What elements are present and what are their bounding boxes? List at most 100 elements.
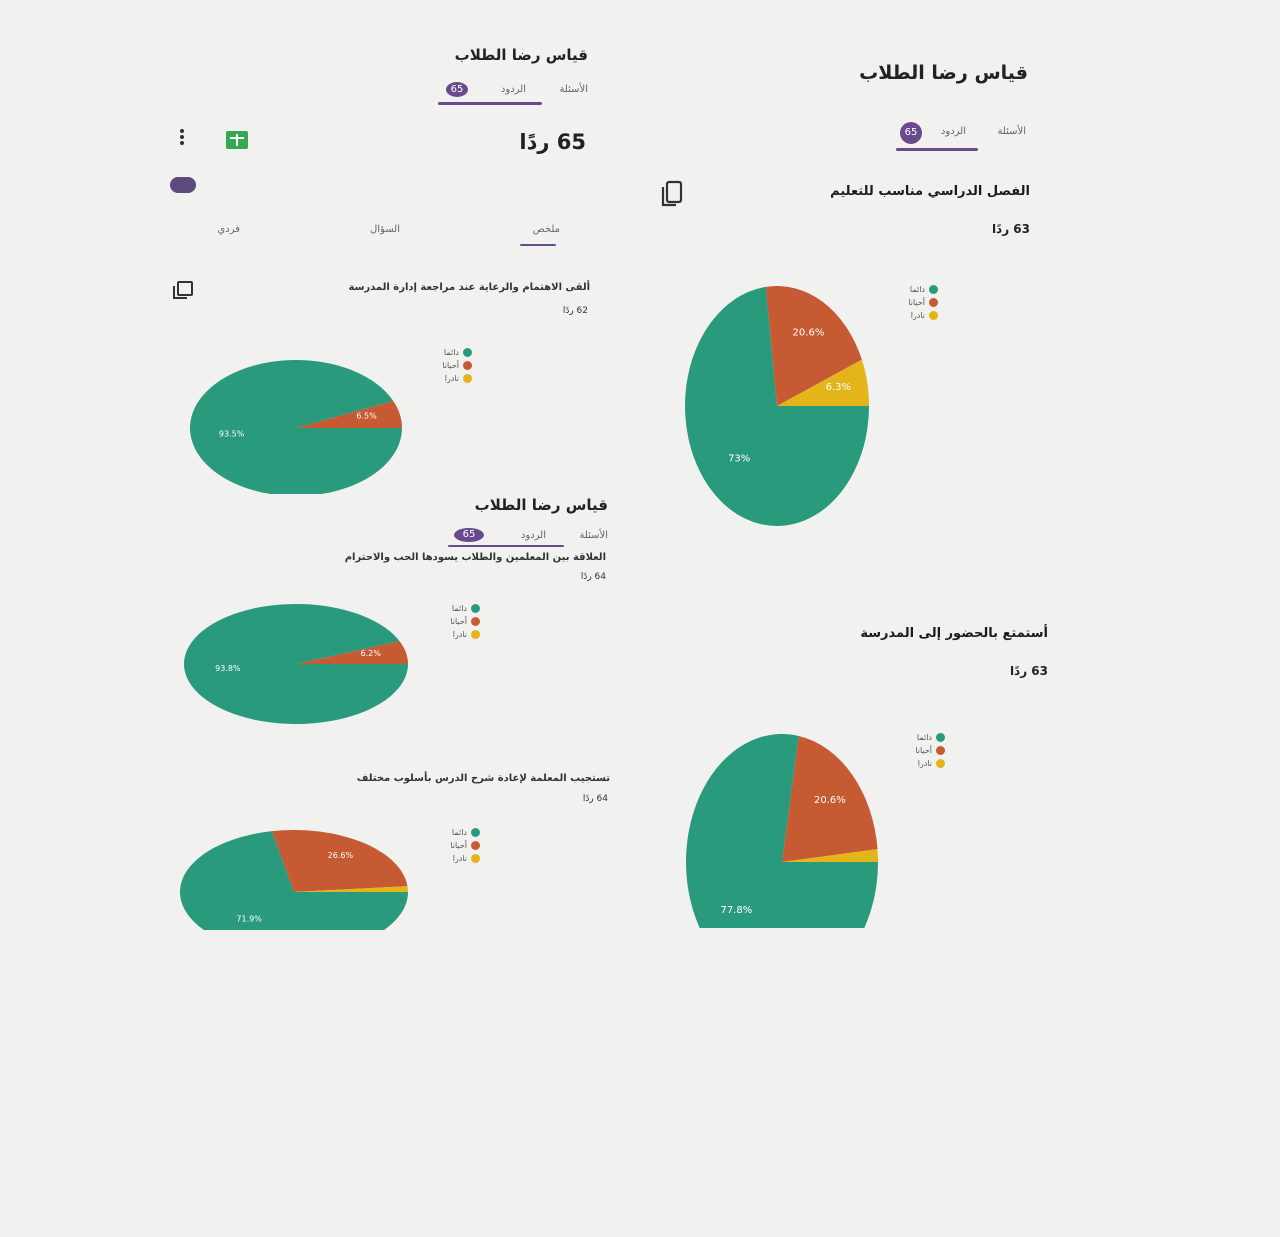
legend-swatch	[471, 841, 480, 850]
pie-slice-دائما	[190, 360, 402, 494]
legend-swatch	[936, 746, 945, 755]
question-title: العلاقة بين المعلمين والطلاب يسودها الحب…	[344, 552, 606, 563]
slice-value-label: 20.6%	[814, 795, 846, 806]
more-vert-icon[interactable]	[178, 128, 186, 150]
tab-responses[interactable]: الردود	[940, 126, 966, 137]
pie-slice-دائما	[686, 734, 878, 928]
legend-swatch	[471, 604, 480, 613]
legend-label: أحيانا	[915, 746, 932, 755]
active-tab-indicator	[438, 102, 542, 105]
legend-label: نادرا	[452, 630, 467, 639]
legend-q1: دائما أحيانا نادرا	[908, 285, 938, 324]
slice-value-label: 93.5%	[219, 430, 245, 439]
legend-swatch	[463, 374, 472, 383]
legend-label: دائما	[451, 604, 467, 613]
legend-item: أحيانا	[450, 617, 480, 626]
active-tab-indicator	[896, 148, 978, 151]
legend-item: دائما	[908, 285, 938, 294]
legend-item: دائما	[915, 733, 945, 742]
legend-item: نادرا	[450, 630, 480, 639]
legend-swatch	[471, 828, 480, 837]
legend-label: نادرا	[917, 759, 932, 768]
slice-value-label: 26.6%	[328, 851, 354, 860]
pie-chart-q5: 71.9% 26.6%	[180, 830, 408, 930]
legend-item: أحيانا	[915, 746, 945, 755]
legend-swatch	[929, 311, 938, 320]
question-title: ألقى الاهتمام والرعاية عند مراجعة إدارة …	[348, 282, 591, 293]
pie-slice-أحيانا	[296, 641, 408, 664]
subtab-question[interactable]: السؤال	[370, 224, 400, 235]
page-title-left: قياس رضا الطلاب	[454, 46, 588, 64]
slice-value-label: 77.8%	[720, 905, 752, 916]
tab-questions[interactable]: الأسئلة	[559, 84, 588, 95]
legend-swatch	[936, 733, 945, 742]
legend-item: نادرا	[450, 854, 480, 863]
legend-swatch	[471, 617, 480, 626]
legend-item: دائما	[442, 348, 472, 357]
pie-slice-نادرا	[782, 849, 878, 862]
question-title: تستجيب المعلمة لإعادة شرح الدرس بأسلوب م…	[356, 773, 610, 784]
sheets-icon[interactable]	[226, 131, 248, 153]
legend-label: نادرا	[910, 311, 925, 320]
legend-swatch	[929, 285, 938, 294]
question-title: الفصل الدراسي مناسب للتعليم	[830, 184, 1030, 199]
subtab-indicator	[520, 244, 556, 246]
tabs-right: الأسئلة الردود 65	[896, 120, 1026, 154]
legend-swatch	[463, 348, 472, 357]
page-title-right: قياس رضا الطلاب	[859, 62, 1028, 84]
legend-q5: دائما أحيانا نادرا	[450, 828, 480, 867]
response-count: 62 ردًا	[562, 306, 588, 316]
active-tab-indicator	[448, 545, 564, 547]
legend-label: أحيانا	[450, 617, 467, 626]
copy-icon[interactable]	[172, 280, 194, 304]
legend-label: دائما	[909, 285, 925, 294]
legend-item: نادرا	[915, 759, 945, 768]
legend-item: أحيانا	[450, 841, 480, 850]
pie-slice-نادرا	[294, 886, 408, 892]
legend-label: دائما	[451, 828, 467, 837]
pie-slice-أحيانا	[765, 286, 862, 406]
pie-chart-q1: 73% 20.6% 6.3%	[685, 286, 869, 526]
legend-label: أحيانا	[908, 298, 925, 307]
legend-swatch	[936, 759, 945, 768]
legend-q3: دائما أحيانا نادرا	[442, 348, 472, 387]
tab-questions[interactable]: الأسئلة	[997, 126, 1026, 137]
tab-responses[interactable]: الردود	[520, 530, 546, 541]
slice-value-label: 93.8%	[215, 664, 241, 673]
tab-responses[interactable]: الردود	[500, 84, 526, 95]
legend-label: دائما	[916, 733, 932, 742]
pie-slice-دائما	[685, 286, 869, 526]
legend-item: دائما	[450, 604, 480, 613]
legend-swatch	[929, 298, 938, 307]
pie-slice-أحيانا	[782, 735, 878, 862]
page-title-middle: قياس رضا الطلاب	[474, 496, 608, 514]
subtab-summary[interactable]: ملخص	[532, 224, 560, 235]
slice-value-label: 73%	[728, 454, 750, 465]
legend-item: أحيانا	[908, 298, 938, 307]
legend-item: نادرا	[908, 311, 938, 320]
copy-icon[interactable]	[660, 180, 684, 212]
response-count: 64 ردًا	[580, 572, 606, 582]
legend-label: نادرا	[452, 854, 467, 863]
response-count: 63 ردًا	[991, 222, 1030, 236]
legend-label: أحيانا	[450, 841, 467, 850]
subtabs: ملخص السؤال فردي	[200, 222, 560, 246]
legend-label: نادرا	[444, 374, 459, 383]
legend-q2: دائما أحيانا نادرا	[915, 733, 945, 772]
question-title: أستمتع بالحضور إلى المدرسة	[860, 626, 1048, 641]
legend-swatch	[463, 361, 472, 370]
pie-chart-q3: 93.5% 6.5%	[190, 360, 402, 494]
accept-responses-toggle[interactable]	[170, 177, 196, 193]
responses-heading: 65 ردًا	[519, 130, 586, 154]
slice-value-label: 6.2%	[361, 649, 382, 658]
slice-value-label: 71.9%	[236, 915, 262, 924]
tabs-middle: الأسئلة الردود 65	[448, 528, 608, 550]
tabs-left: الأسئلة الردود 65	[438, 80, 588, 108]
legend-item: نادرا	[442, 374, 472, 383]
pie-chart-q2: 77.8% 20.6%	[686, 734, 878, 928]
pie-chart-q4: 93.8% 6.2%	[184, 604, 408, 724]
pie-slice-أحيانا	[271, 830, 408, 892]
subtab-individual[interactable]: فردي	[217, 224, 240, 235]
slice-value-label: 6.3%	[826, 382, 851, 393]
tab-questions[interactable]: الأسئلة	[579, 530, 608, 541]
